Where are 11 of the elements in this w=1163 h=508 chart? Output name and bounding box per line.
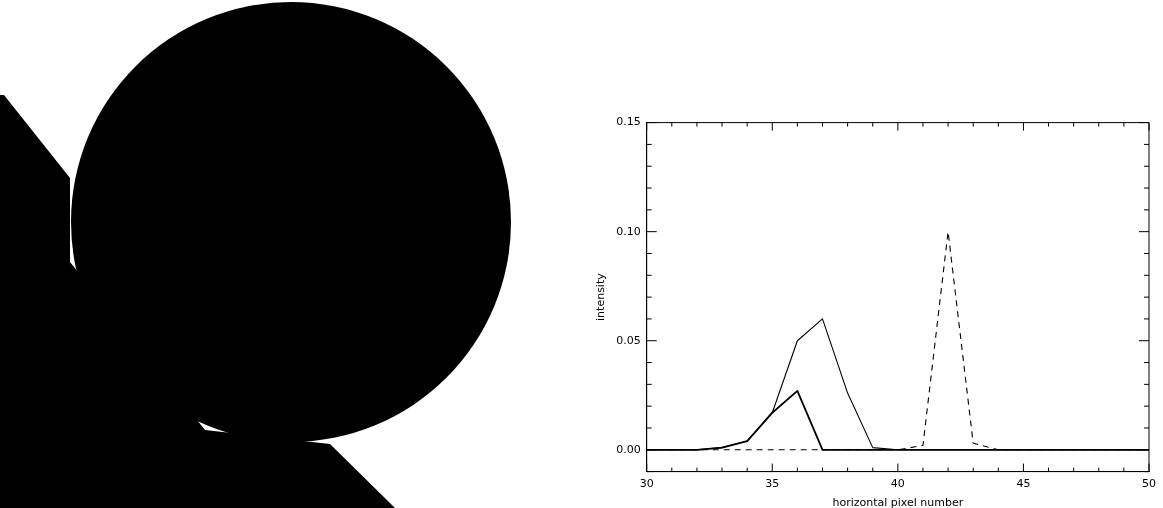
x-tick-label: 45: [1016, 477, 1031, 491]
y-axis-title: intensity: [594, 272, 608, 321]
x-axis-title: horizontal pixel number: [832, 496, 964, 508]
x-tick-label: 50: [1142, 477, 1156, 491]
y-tick-label: 0.00: [616, 442, 641, 456]
x-tick-label: 40: [890, 477, 905, 491]
x-tick-label: 30: [639, 477, 654, 491]
y-tick-label: 0.05: [616, 333, 641, 347]
y-tick-label: 0.15: [616, 115, 641, 129]
x-tick-label: 35: [765, 477, 780, 491]
y-tick-label: 0.10: [616, 224, 641, 238]
